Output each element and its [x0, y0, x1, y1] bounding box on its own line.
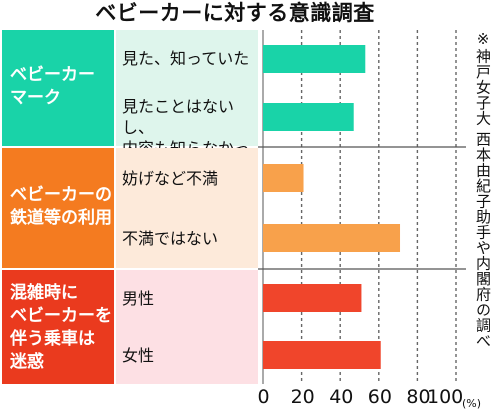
group-label-baby-mark: ベビーカー マーク [2, 30, 114, 146]
bar [263, 341, 381, 369]
bar [263, 224, 401, 252]
category-cell: 女性 [116, 327, 258, 384]
bar [263, 164, 304, 192]
group-label-rail-use: ベビーカーの 鉄道等の利用 [2, 148, 114, 268]
source-note: ※神戸女子大 西本由紀子助手や内閣府の調べ [474, 30, 492, 349]
x-tick-label: 100 [427, 386, 464, 408]
category-cell: 不満ではない [116, 208, 258, 268]
x-axis-unit: (%) [462, 397, 482, 410]
group-label-text: ベビーカー マーク [10, 65, 95, 108]
group-label-text: 混雑時に ベビーカーを 伴う乗車は 迷惑 [10, 283, 112, 372]
category-label: 見た、知っていた [122, 49, 250, 68]
category-cell: 見た、知っていた [116, 30, 258, 88]
chart-title: ベビーカーに対する意識調査 [95, 1, 375, 25]
bar [263, 103, 354, 131]
x-tick-label: 40 [329, 386, 354, 408]
x-tick-label: 80 [406, 386, 431, 408]
x-tick-label: 20 [290, 386, 315, 408]
group-label-congestion: 混雑時に ベビーカーを 伴う乗車は 迷惑 [2, 270, 114, 384]
group-label-text: ベビーカーの 鉄道等の利用 [10, 185, 112, 228]
category-cell: 妨げなど不満 [116, 148, 258, 208]
x-tick-label: 0 [257, 386, 270, 408]
category-label: 男性 [122, 289, 155, 308]
category-label: 不満ではない [122, 229, 219, 248]
x-tick-label: 60 [367, 386, 392, 408]
category-label: 妨げなど不満 [122, 169, 219, 188]
category-label: 女性 [122, 346, 155, 365]
category-cell: 男性 [116, 270, 258, 327]
bar [263, 284, 362, 312]
bar [263, 45, 366, 73]
